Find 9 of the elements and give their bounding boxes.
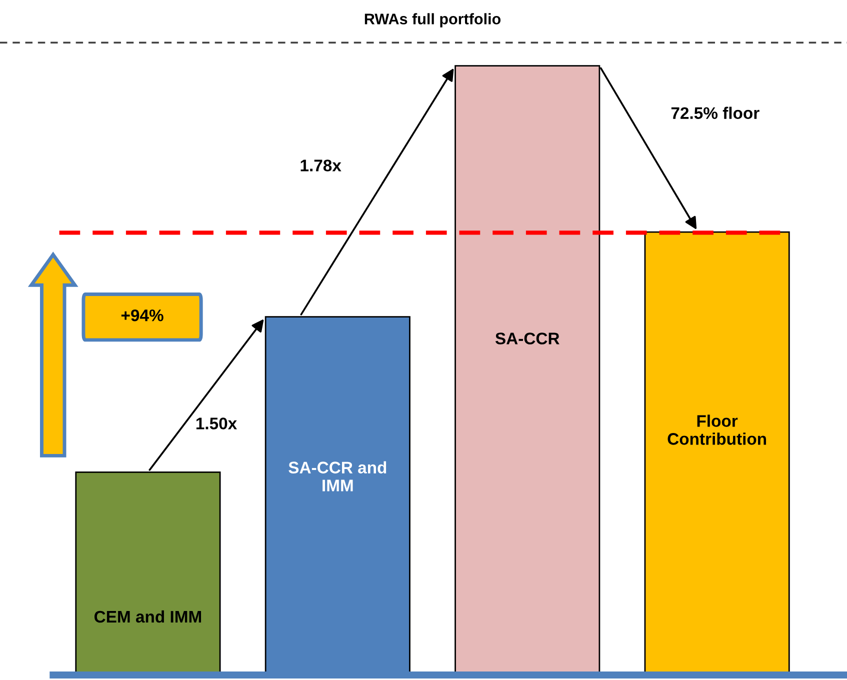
x-tick-label: CEM and IMM (94, 610, 202, 623)
x-tick-label: SA-CCR and IMM (288, 461, 386, 492)
x-tick-label: SA-CCR (495, 332, 560, 344)
annotation: 1.50x (196, 418, 237, 430)
ref-line-label: RWAs full portfolio (364, 13, 501, 28)
annotation: +94% (121, 309, 164, 322)
annotation: 72.5% floor (671, 106, 760, 120)
annotation: 1.78x (300, 160, 342, 172)
x-tick-label: Floor Contribution (668, 414, 766, 445)
